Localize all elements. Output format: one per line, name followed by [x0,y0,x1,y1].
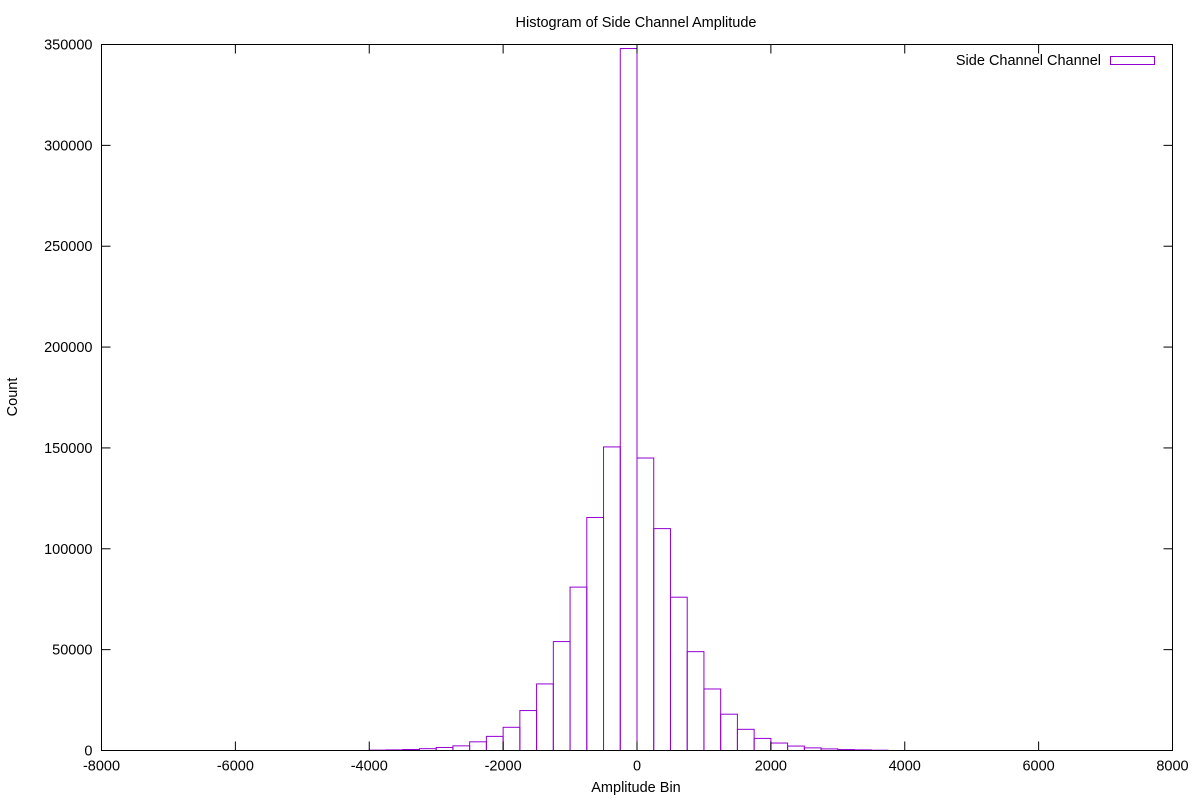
legend-swatch [1110,56,1155,65]
chart-title: Histogram of Side Channel Amplitude [516,15,757,31]
histogram-bar [452,745,471,751]
x-tick-label: 4000 [889,759,921,775]
y-tick-label: 200000 [44,340,92,356]
legend-label: Side Channel Channel [956,53,1101,69]
x-axis-label: Amplitude Bin [591,780,680,796]
x-tick-label: 2000 [755,759,787,775]
histogram-bar [669,596,688,752]
histogram-bar [569,586,588,751]
histogram-bar [469,741,487,752]
x-tick-label: 6000 [1022,759,1054,775]
x-tick-label: -6000 [217,759,254,775]
y-axis-label: Count [5,378,21,417]
plot-frame [101,44,1173,751]
histogram-bar [703,688,722,751]
x-tick-label: 8000 [1156,759,1188,775]
legend: Side Channel Channel [956,53,1155,69]
x-tick-label: 0 [633,759,641,775]
x-tick-label: -2000 [485,759,522,775]
histogram-bar [619,48,638,751]
y-tick-label: 250000 [44,239,92,255]
histogram-bar [736,728,755,752]
y-tick-label: 150000 [44,441,92,457]
histogram-bar [603,446,621,751]
y-tick-label: 300000 [44,138,92,154]
histogram-bar [720,713,738,752]
x-tick-label: -4000 [351,759,388,775]
histogram-bar [770,742,789,751]
histogram-bar [485,735,504,752]
bars-layer [368,48,889,752]
y-tick-label: 50000 [52,643,92,659]
histogram-bar [753,737,772,752]
y-tick-label: 0 [84,744,92,760]
histogram-bar [519,710,538,751]
histogram-bar [536,683,554,751]
histogram-bar [552,641,571,752]
histogram-bar [686,651,705,751]
histogram-bar [653,528,671,751]
ticks-layer: -8000 -6000 -4000 -2000 0 2000 4000 6000 8000 0 50… [44,38,1189,775]
histogram-bar [636,457,655,751]
histogram-bar [502,726,521,751]
x-tick-label: -8000 [83,759,120,775]
histogram-bar [787,745,805,751]
y-tick-label: 100000 [44,542,92,558]
y-tick-label: 350000 [44,38,92,54]
histogram-bar [586,517,605,752]
